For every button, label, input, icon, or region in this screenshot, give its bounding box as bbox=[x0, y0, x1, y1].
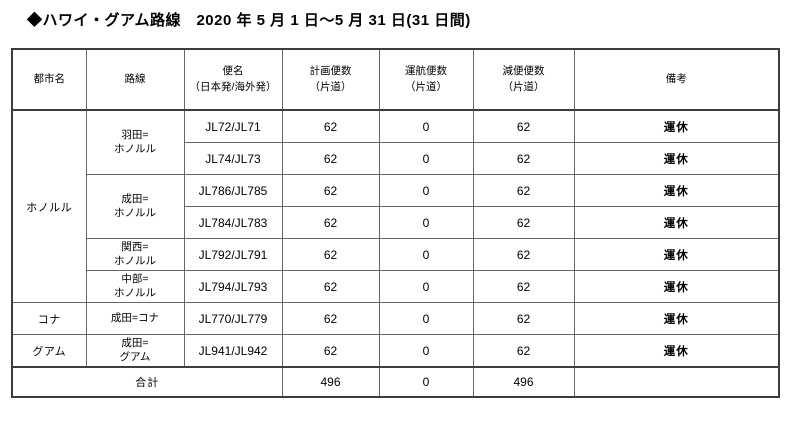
planned-count-cell: 62 bbox=[281, 206, 380, 239]
reduced-count-cell: 62 bbox=[472, 302, 575, 335]
reduced-count-cell: 62 bbox=[472, 206, 575, 239]
planned-count-cell: 62 bbox=[281, 302, 380, 335]
page-title: ◆ハワイ・グアム路線 2020 年 5 月 1 日～5 月 31 日(31 日間… bbox=[27, 12, 471, 29]
operated-count-cell: 0 bbox=[378, 174, 474, 207]
table-row: 中部= ホノルル JL794/JL793 62 0 62 運休 bbox=[12, 270, 780, 303]
total-operated-cell: 0 bbox=[378, 366, 474, 398]
route-cell-narita-kona: 成田=コナ bbox=[85, 302, 185, 335]
header-cell-flight-number: 便名 （日本発/海外発） bbox=[183, 48, 283, 111]
header-row: 都市名 路線 便名 （日本発/海外発） 計画便数 （片道） 運航便数 （片道） … bbox=[11, 48, 780, 111]
header-cell-reduced-flights: 減便便数 （片道） bbox=[472, 48, 575, 111]
total-label-cell: 合計 bbox=[11, 366, 283, 398]
flight-number-cell: JL786/JL785 bbox=[183, 174, 283, 207]
remarks-cell: 運休 bbox=[573, 109, 780, 143]
flight-number-cell: JL794/JL793 bbox=[183, 270, 283, 303]
header-cell-route: 路線 bbox=[85, 48, 185, 111]
flight-number-cell: JL941/JL942 bbox=[183, 334, 283, 368]
reduced-count-cell: 62 bbox=[472, 270, 575, 303]
city-cell-honolulu: ホノルル bbox=[11, 109, 87, 303]
planned-count-cell: 62 bbox=[281, 270, 380, 303]
remarks-cell: 運休 bbox=[573, 174, 780, 207]
remarks-cell: 運休 bbox=[573, 142, 780, 175]
reduced-count-cell: 62 bbox=[472, 109, 575, 143]
city-cell-kona: コナ bbox=[11, 302, 87, 335]
remarks-cell: 運休 bbox=[573, 206, 780, 239]
total-row: 合計 496 0 496 bbox=[11, 366, 780, 398]
remarks-cell: 運休 bbox=[573, 302, 780, 335]
total-planned-cell: 496 bbox=[281, 366, 380, 398]
header-cell-city: 都市名 bbox=[11, 48, 87, 111]
operated-count-cell: 0 bbox=[378, 142, 474, 175]
flight-number-cell: JL72/JL71 bbox=[183, 109, 283, 143]
route-cell-narita-honolulu: 成田= ホノルル bbox=[85, 174, 185, 239]
operated-count-cell: 0 bbox=[378, 334, 474, 368]
flight-number-cell: JL770/JL779 bbox=[183, 302, 283, 335]
total-reduced-cell: 496 bbox=[472, 366, 575, 398]
route-cell-haneda-honolulu: 羽田= ホノルル bbox=[85, 109, 185, 175]
reduced-count-cell: 62 bbox=[472, 142, 575, 175]
operated-count-cell: 0 bbox=[378, 270, 474, 303]
table-row: JL784/JL783 62 0 62 運休 bbox=[12, 206, 780, 239]
operated-count-cell: 0 bbox=[378, 206, 474, 239]
reduced-count-cell: 62 bbox=[472, 334, 575, 368]
flight-number-cell: JL74/JL73 bbox=[183, 142, 283, 175]
flight-number-cell: JL784/JL783 bbox=[183, 206, 283, 239]
operated-count-cell: 0 bbox=[378, 238, 474, 271]
header-cell-operated-flights: 運航便数 （片道） bbox=[378, 48, 474, 111]
table-row: JL74/JL73 62 0 62 運休 bbox=[12, 142, 780, 175]
table-row: 成田= ホノルル JL786/JL785 62 0 62 運休 bbox=[12, 174, 780, 239]
planned-count-cell: 62 bbox=[281, 142, 380, 175]
reduced-count-cell: 62 bbox=[472, 238, 575, 271]
header-cell-planned-flights: 計画便数 （片道） bbox=[281, 48, 380, 111]
flight-number-cell: JL792/JL791 bbox=[183, 238, 283, 271]
city-cell-guam: グアム bbox=[11, 334, 87, 368]
table-body: ホノルル 羽田= ホノルル JL72/JL71 62 0 62 運休 JL74/… bbox=[11, 109, 780, 398]
planned-count-cell: 62 bbox=[281, 109, 380, 143]
table-row: コナ 成田=コナ JL770/JL779 62 0 62 運休 bbox=[11, 302, 780, 335]
route-cell-chubu-honolulu: 中部= ホノルル bbox=[85, 270, 185, 303]
reduced-count-cell: 62 bbox=[472, 174, 575, 207]
operated-count-cell: 0 bbox=[378, 109, 474, 143]
table-header: 都市名 路線 便名 （日本発/海外発） 計画便数 （片道） 運航便数 （片道） … bbox=[11, 48, 780, 111]
total-remarks-cell bbox=[573, 366, 780, 398]
table-row: ホノルル 羽田= ホノルル JL72/JL71 62 0 62 運休 bbox=[11, 109, 780, 303]
operated-count-cell: 0 bbox=[378, 302, 474, 335]
table-row: 関西= ホノルル JL792/JL791 62 0 62 運休 bbox=[12, 238, 780, 271]
route-schedule-table: 都市名 路線 便名 （日本発/海外発） 計画便数 （片道） 運航便数 （片道） … bbox=[11, 48, 780, 398]
route-cell-kansai-honolulu: 関西= ホノルル bbox=[85, 238, 185, 271]
planned-count-cell: 62 bbox=[281, 334, 380, 368]
table-row: グアム 成田= グアム JL941/JL942 62 0 62 運休 bbox=[11, 334, 780, 368]
route-cell-narita-guam: 成田= グアム bbox=[85, 334, 185, 368]
planned-count-cell: 62 bbox=[281, 238, 380, 271]
header-cell-remarks: 備考 bbox=[573, 48, 780, 111]
remarks-cell: 運休 bbox=[573, 238, 780, 271]
remarks-cell: 運休 bbox=[573, 270, 780, 303]
remarks-cell: 運休 bbox=[573, 334, 780, 368]
planned-count-cell: 62 bbox=[281, 174, 380, 207]
